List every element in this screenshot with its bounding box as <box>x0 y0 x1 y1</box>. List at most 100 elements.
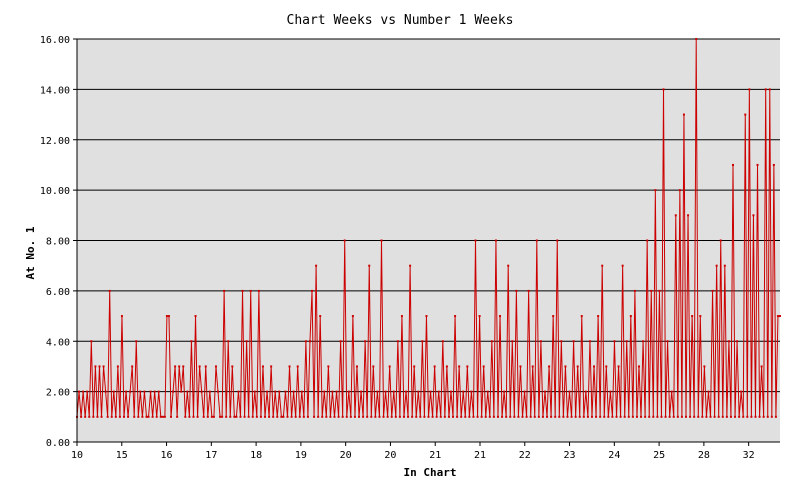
data-point <box>687 214 690 217</box>
data-point <box>631 415 634 418</box>
data-point <box>114 415 117 418</box>
data-point <box>264 415 267 418</box>
y-tick-label: 8.00 <box>46 237 70 248</box>
data-point <box>159 415 162 418</box>
data-point <box>746 415 749 418</box>
data-point <box>660 415 663 418</box>
data-point <box>760 365 763 368</box>
data-point <box>460 415 463 418</box>
data-point <box>433 365 436 368</box>
data-point <box>141 415 144 418</box>
data-point <box>80 415 83 418</box>
data-point <box>319 315 322 318</box>
data-point <box>707 390 710 393</box>
data-point <box>680 415 683 418</box>
data-point <box>550 415 553 418</box>
data-point <box>723 264 726 267</box>
data-point <box>339 340 342 343</box>
data-point <box>546 415 549 418</box>
y-tick-label: 6.00 <box>46 287 70 298</box>
data-point <box>368 264 371 267</box>
data-point <box>580 315 583 318</box>
data-point <box>576 365 579 368</box>
data-point <box>776 315 779 318</box>
data-point <box>239 415 242 418</box>
data-point <box>599 415 602 418</box>
data-point <box>531 365 534 368</box>
data-point <box>84 415 87 418</box>
data-point <box>486 390 489 393</box>
y-axis-ticks: 0.00 2.00 4.00 6.00 8.00 10.00 12.00 14.00 16.00 <box>40 35 77 449</box>
data-point <box>180 390 183 393</box>
data-point <box>701 415 704 418</box>
data-point <box>588 340 591 343</box>
data-point <box>507 264 510 267</box>
data-point <box>380 239 383 242</box>
data-point <box>644 415 647 418</box>
data-point <box>564 365 567 368</box>
data-point <box>605 365 608 368</box>
data-point <box>255 415 258 418</box>
data-point <box>172 390 175 393</box>
x-tick-label: 23 <box>564 450 576 461</box>
data-point <box>572 340 575 343</box>
data-point <box>155 415 158 418</box>
data-point <box>306 415 309 418</box>
data-point <box>284 390 287 393</box>
data-point <box>118 415 121 418</box>
x-tick-label: 20 <box>340 450 352 461</box>
data-point <box>582 415 585 418</box>
data-point <box>519 365 522 368</box>
data-point <box>682 113 685 116</box>
data-point <box>464 415 467 418</box>
data-point <box>480 415 483 418</box>
data-point <box>515 289 518 292</box>
data-point <box>329 415 332 418</box>
data-point <box>196 415 199 418</box>
data-point <box>656 415 659 418</box>
data-point <box>145 415 148 418</box>
data-point <box>754 415 757 418</box>
data-point <box>689 415 692 418</box>
data-point <box>732 163 734 166</box>
data-point <box>327 365 330 368</box>
data-point <box>364 340 367 343</box>
data-point <box>421 340 424 343</box>
data-point <box>108 289 111 292</box>
data-point <box>233 415 236 418</box>
data-point <box>390 415 393 418</box>
data-point <box>672 415 675 418</box>
data-point <box>490 340 493 343</box>
data-point <box>110 415 113 418</box>
data-point <box>343 239 346 242</box>
data-point <box>748 88 751 91</box>
data-point <box>192 415 195 418</box>
data-point <box>629 315 632 318</box>
data-point <box>123 415 125 418</box>
data-point <box>650 289 653 292</box>
data-point <box>398 415 401 418</box>
data-point <box>370 415 373 418</box>
data-point <box>711 289 714 292</box>
data-point <box>212 415 215 418</box>
data-point <box>194 315 197 318</box>
data-point <box>770 415 773 418</box>
data-point <box>752 214 755 217</box>
data-point <box>249 289 252 292</box>
data-point <box>388 365 391 368</box>
data-point <box>744 113 747 116</box>
data-point <box>90 340 93 343</box>
x-tick-label: 20 <box>384 450 396 461</box>
data-point <box>165 315 168 318</box>
data-point <box>235 415 238 418</box>
data-point <box>384 390 387 393</box>
data-point <box>335 390 338 393</box>
data-point <box>437 390 440 393</box>
data-point <box>615 415 618 418</box>
data-point <box>229 415 232 418</box>
data-point <box>323 390 326 393</box>
data-point <box>458 365 461 368</box>
data-point <box>178 365 181 368</box>
data-point <box>237 390 240 393</box>
data-point <box>568 390 571 393</box>
